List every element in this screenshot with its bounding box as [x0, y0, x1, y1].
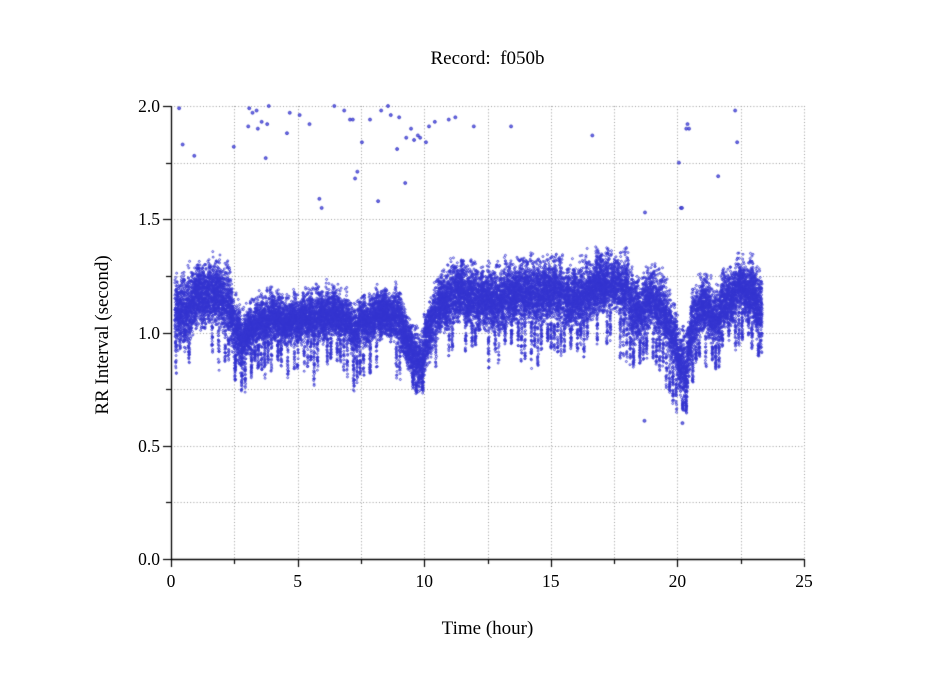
x-tick-label-20: 20: [668, 571, 687, 591]
x-tick-label-5: 5: [293, 571, 302, 591]
y-tick-label-0.5: 0.5: [138, 435, 160, 456]
x-tick-label-15: 15: [542, 571, 560, 591]
x-axis-label: Time (hour): [441, 618, 534, 639]
x-tick-label-25: 25: [795, 571, 813, 591]
y-tick-label-1.0: 1.0: [138, 322, 160, 343]
y-tick-label-2.0: 2.0: [138, 96, 160, 116]
x-tick-label-0: 0: [166, 571, 176, 591]
x-tick-label-10: 10: [415, 571, 433, 591]
y-axis-label: RR Interval (second): [92, 255, 113, 415]
chart-title: Record: f050b: [430, 48, 545, 69]
y-tick-label-1.5: 1.5: [138, 209, 160, 230]
y-tick-label-0.0: 0.0: [138, 549, 160, 569]
